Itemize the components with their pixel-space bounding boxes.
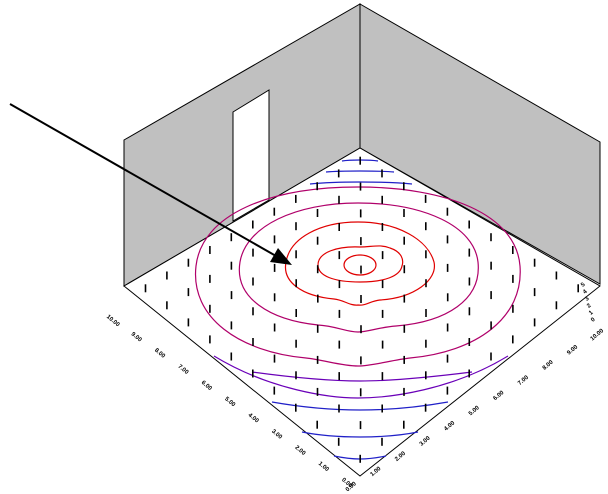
right-axis-tick-label: 2.00: [394, 450, 407, 463]
left-axis-tick-label: 2.00: [293, 445, 306, 458]
left-axis-tick-label: 8.00: [153, 348, 166, 361]
right-axis-tick-label: 9.00: [566, 344, 579, 357]
pointer-arrowhead: [270, 248, 292, 265]
calculation-grid-markers: [144, 156, 580, 463]
right-edge-tick-label: 2: [586, 302, 593, 309]
contour-3: [284, 221, 435, 306]
right-axis-tick-label: 3.00: [419, 435, 432, 448]
contour-6: [213, 355, 509, 399]
right-axis-tick-label: 8.00: [542, 359, 555, 372]
contour-8: [271, 401, 449, 411]
left-axis-tick-label: 3.00: [270, 429, 283, 442]
right-axis-tick-label: 10.00: [590, 328, 606, 343]
right-axis-tick-label: 6.00: [493, 390, 506, 403]
left-axis-tick-label: 9.00: [130, 331, 143, 344]
left-axis-tick-label: 1.00: [317, 461, 330, 474]
contour-5: [194, 186, 521, 367]
left-axis-tick-label: 10.00: [105, 314, 121, 329]
right-edge-tick-label: 5: [580, 281, 587, 288]
left-axis-tick-label: 5.00: [223, 396, 236, 409]
contour-1: [343, 254, 377, 276]
pointer-arrow-line: [9, 103, 277, 257]
left-axis-tick-label: 4.00: [247, 412, 260, 425]
contour-7: [251, 371, 473, 382]
right-edge-tick-label: 3: [584, 295, 591, 302]
right-edge-tick-label: 4: [582, 288, 589, 295]
left-axis-tick-label: 6.00: [200, 380, 213, 393]
right-edge-tick-label: 0: [590, 316, 597, 323]
door: [232, 89, 270, 222]
right-axis-tick-label: 4.00: [443, 420, 456, 433]
floor: [123, 147, 601, 477]
right-edge-tick-label: 1: [588, 309, 595, 316]
right-axis-tick-label: 5.00: [468, 405, 481, 418]
contour-12: [325, 170, 395, 173]
contour-11: [309, 181, 413, 185]
contour-9: [301, 431, 419, 438]
back-right-wall: [359, 3, 601, 285]
right-axis-tick-label: 7.00: [517, 374, 530, 387]
left-axis-tick-label: 7.00: [176, 364, 189, 377]
contour-2: [317, 245, 404, 283]
